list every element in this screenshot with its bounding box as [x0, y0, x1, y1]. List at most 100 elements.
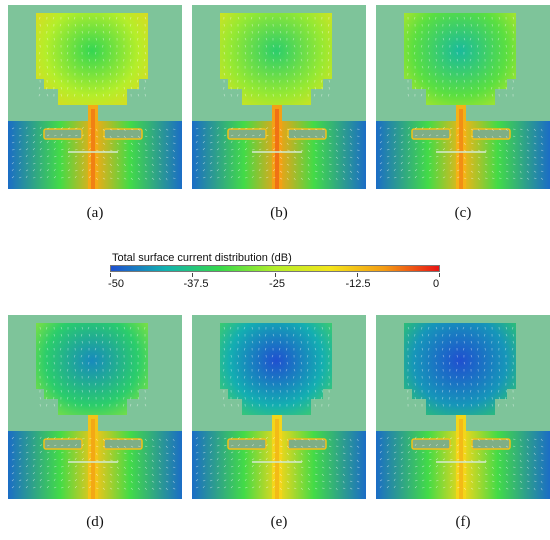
current-arrow	[165, 459, 169, 462]
current-arrow	[407, 473, 411, 475]
current-arrow	[379, 472, 383, 475]
current-arrow	[39, 162, 43, 165]
current-arrow	[286, 86, 288, 90]
current-arrow	[393, 485, 396, 489]
current-arrow	[427, 65, 430, 69]
current-arrow	[123, 361, 125, 365]
current-arrow	[293, 480, 297, 483]
current-arrow	[491, 452, 495, 455]
current-arrow	[165, 445, 168, 449]
current-arrow	[526, 452, 529, 456]
current-arrow	[491, 368, 493, 372]
current-arrow	[109, 16, 111, 20]
current-arrow	[53, 51, 55, 55]
current-arrow	[88, 128, 92, 130]
current-arrow	[39, 396, 42, 400]
current-arrow	[130, 170, 133, 174]
current-arrow	[25, 451, 29, 454]
current-arrow	[533, 487, 536, 491]
current-arrow	[328, 347, 331, 351]
current-arrow	[435, 58, 437, 62]
current-arrow	[314, 459, 318, 462]
current-arrow	[144, 44, 146, 48]
current-arrow	[328, 445, 332, 448]
current-arrow	[258, 58, 261, 62]
current-arrow	[456, 23, 458, 27]
current-arrow	[271, 361, 274, 365]
current-arrow	[421, 148, 425, 151]
current-arrow	[123, 156, 127, 159]
current-arrow	[216, 161, 219, 165]
current-arrow	[456, 382, 458, 386]
current-arrow	[335, 142, 338, 146]
current-arrow	[73, 51, 76, 55]
current-arrow	[116, 389, 118, 393]
current-arrow	[400, 177, 404, 179]
current-arrow	[39, 403, 41, 407]
current-arrow	[449, 459, 453, 461]
current-arrow	[307, 452, 310, 456]
current-arrow	[428, 437, 432, 440]
current-arrow	[209, 464, 212, 468]
current-arrow	[18, 162, 22, 165]
current-arrow	[498, 466, 502, 469]
current-arrow	[144, 51, 147, 55]
current-arrow	[81, 161, 84, 165]
current-arrow	[250, 16, 253, 20]
current-arrow	[216, 437, 220, 440]
current-arrow	[11, 459, 15, 461]
current-arrow	[484, 156, 488, 158]
current-arrow	[428, 472, 432, 475]
current-arrow	[293, 149, 296, 153]
current-arrow	[300, 128, 304, 130]
current-arrow	[286, 163, 290, 166]
current-arrow	[202, 162, 206, 165]
colorbar-tick-label: -37.5	[183, 278, 209, 290]
current-arrow	[512, 79, 514, 83]
current-arrow	[540, 480, 543, 484]
current-arrow	[320, 23, 323, 27]
current-arrow	[223, 175, 226, 179]
current-arrow	[229, 347, 232, 351]
current-arrow	[74, 403, 77, 407]
current-arrow	[540, 135, 543, 139]
current-arrow	[320, 361, 323, 365]
current-arrow	[442, 347, 444, 351]
current-arrow	[286, 396, 288, 400]
current-arrow	[442, 486, 446, 489]
current-arrow	[244, 37, 247, 41]
current-arrow	[123, 86, 125, 90]
current-arrow	[321, 445, 325, 448]
current-arrow	[251, 127, 255, 130]
current-arrow	[230, 458, 234, 461]
current-arrow	[442, 168, 445, 172]
current-arrow	[519, 163, 523, 166]
current-arrow	[512, 163, 516, 165]
current-arrow	[265, 72, 268, 76]
current-arrow	[102, 326, 105, 330]
current-arrow	[414, 354, 417, 358]
current-arrow	[144, 347, 146, 351]
current-arrow	[442, 333, 444, 337]
current-arrow	[435, 326, 438, 330]
current-arrow	[321, 177, 324, 181]
current-arrow	[456, 79, 458, 83]
current-arrow	[46, 169, 50, 172]
current-arrow	[448, 37, 451, 41]
current-arrow	[216, 134, 220, 137]
current-arrow	[165, 452, 169, 454]
current-arrow	[209, 176, 213, 179]
current-arrow	[59, 340, 62, 344]
current-arrow	[477, 156, 481, 159]
current-arrow	[80, 347, 83, 351]
current-arrow	[512, 473, 516, 476]
current-arrow	[53, 127, 57, 130]
current-arrow	[202, 472, 206, 475]
current-arrow	[328, 93, 330, 97]
current-arrow	[477, 142, 480, 146]
current-arrow	[407, 361, 410, 365]
current-arrow	[38, 340, 41, 344]
current-arrow	[356, 459, 359, 463]
current-arrow	[300, 480, 303, 484]
current-arrow	[293, 368, 296, 372]
